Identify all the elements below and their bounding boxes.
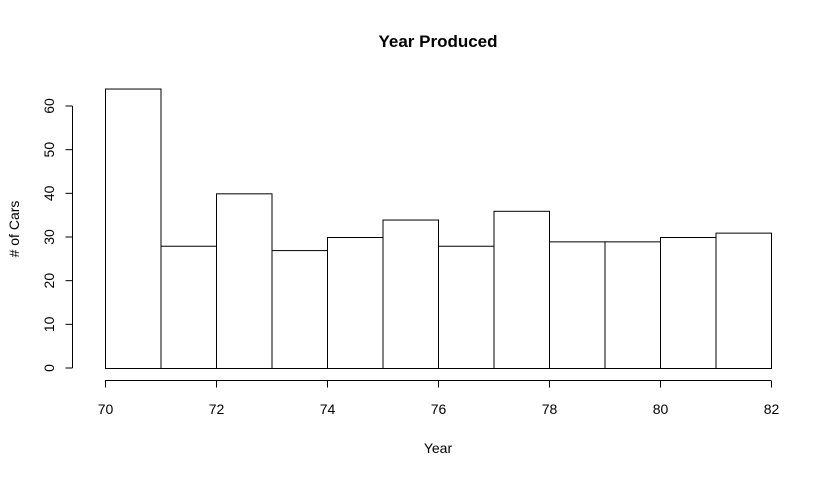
bars-group bbox=[105, 88, 772, 370]
histogram-bar bbox=[660, 237, 717, 369]
histogram-bar bbox=[105, 88, 162, 370]
x-tick-label: 76 bbox=[431, 401, 447, 417]
y-axis-label: # of Cars bbox=[6, 201, 22, 258]
histogram-bar bbox=[604, 241, 661, 369]
x-tick-label: 74 bbox=[320, 401, 336, 417]
histogram-bar bbox=[493, 210, 550, 369]
histogram-bar bbox=[438, 245, 495, 370]
x-tick-label: 70 bbox=[98, 401, 114, 417]
x-tick-label: 80 bbox=[653, 401, 669, 417]
histogram-bar bbox=[216, 193, 273, 369]
y-tick-label: 40 bbox=[41, 185, 57, 201]
x-tick-label: 72 bbox=[209, 401, 225, 417]
histogram-bar bbox=[715, 232, 772, 369]
y-tick-label: 0 bbox=[41, 364, 57, 372]
histogram-bar bbox=[327, 237, 384, 369]
y-tick-label: 20 bbox=[41, 273, 57, 289]
y-tick-label: 60 bbox=[41, 98, 57, 114]
x-tick-label: 78 bbox=[542, 401, 558, 417]
y-tick-label: 30 bbox=[41, 229, 57, 245]
y-tick-label: 50 bbox=[41, 142, 57, 158]
histogram-bar bbox=[160, 245, 217, 370]
y-axis: 0 10 20 30 40 50 60 bbox=[41, 98, 73, 372]
x-tick-label: 82 bbox=[764, 401, 780, 417]
histogram-bar bbox=[382, 219, 439, 369]
histogram-bar bbox=[549, 241, 606, 369]
x-axis-label: Year bbox=[424, 440, 453, 456]
histogram-bar bbox=[271, 250, 328, 370]
y-tick-label: 10 bbox=[41, 316, 57, 332]
chart-title: Year Produced bbox=[378, 32, 497, 51]
x-axis: 70 72 74 76 78 80 82 bbox=[98, 380, 780, 417]
